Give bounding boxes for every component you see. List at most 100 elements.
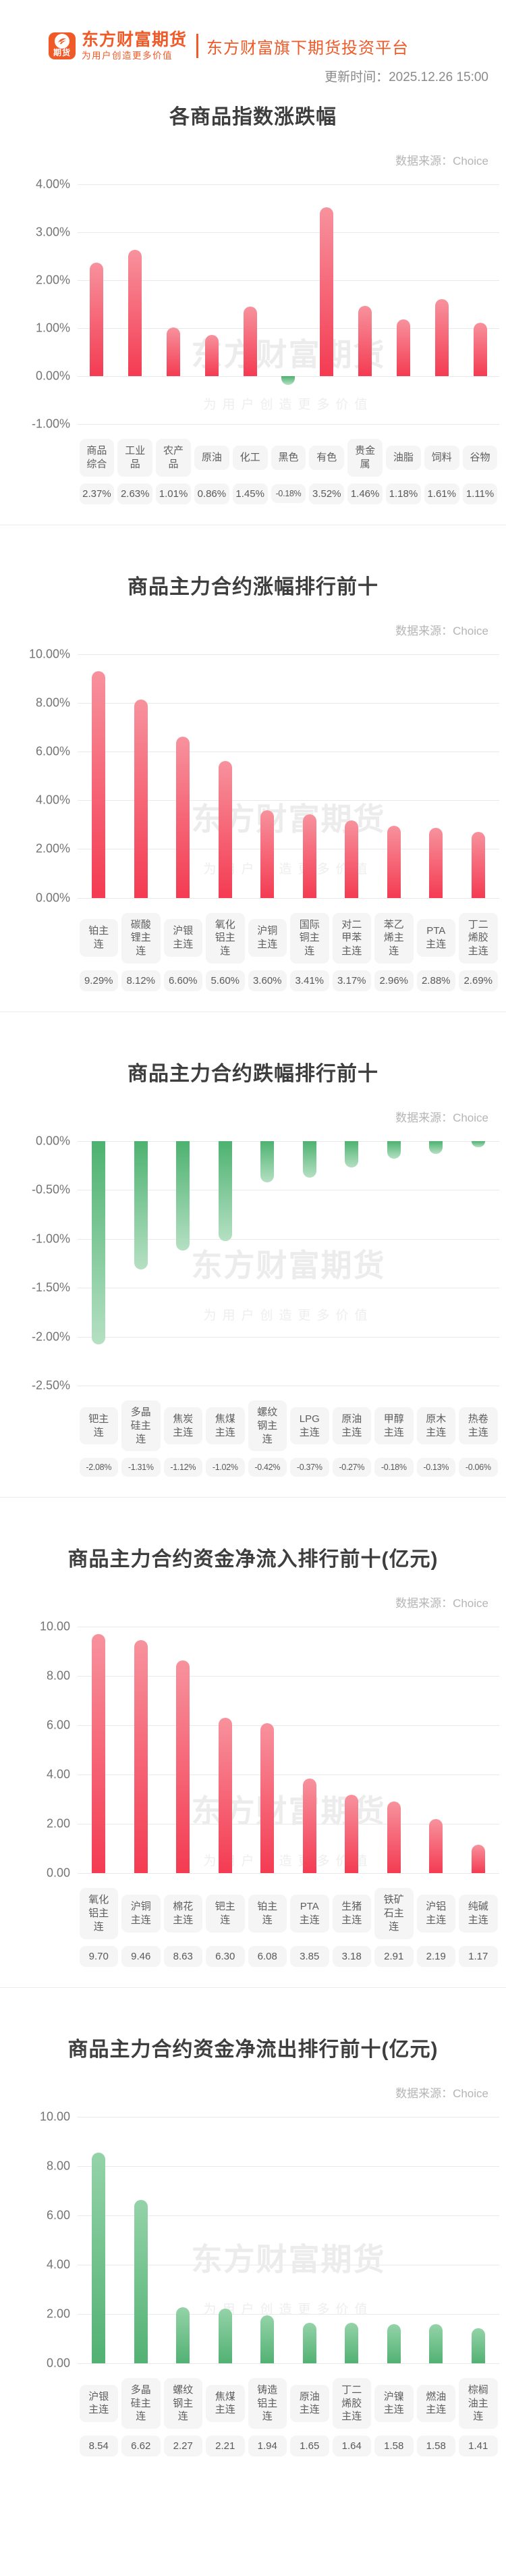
chart-title: 商品主力合约跌幅排行前十 (128, 1062, 378, 1085)
value-label: -0.37% (290, 1458, 329, 1477)
category-label-text: 工业品 (125, 445, 146, 470)
value-label: 6.60% (163, 970, 202, 991)
bar (92, 1634, 106, 1874)
value-label: 2.63% (117, 483, 153, 504)
bar-column (373, 2117, 416, 2363)
gridline (78, 654, 499, 655)
axis-tick-label: 0.00 (46, 2356, 70, 2370)
bar (387, 2324, 401, 2363)
value-cell: 1.65 (289, 2436, 331, 2457)
value-label: 2.96% (374, 970, 414, 991)
gridline (78, 184, 499, 185)
bar (471, 832, 485, 898)
value-cell: 9.29% (78, 970, 120, 991)
axis-tick-label: 0.00% (35, 1134, 70, 1148)
bar-column (120, 1627, 163, 1874)
value-cell: 1.64 (331, 2436, 373, 2457)
value-cell: -1.02% (204, 1458, 247, 1477)
value-cell: 9.46 (120, 1945, 163, 1967)
category-cell: 沪镍主连 (373, 2384, 416, 2423)
data-source-label: 数据来源：Choice (395, 155, 488, 167)
bar (260, 810, 275, 898)
bar-column (415, 1140, 457, 1386)
bar-column (162, 1627, 204, 1874)
bar (387, 1802, 401, 1874)
bar (134, 2200, 148, 2363)
value-label: 0.86% (194, 483, 229, 504)
bar (429, 827, 443, 898)
category-cell: 多晶硅主连 (120, 2377, 163, 2429)
category-label: 原木主连 (416, 1407, 455, 1445)
category-cell: 沪铝主连 (415, 1895, 457, 1933)
category-label-text: 热卷主连 (468, 1413, 488, 1438)
bar-column (289, 1627, 331, 1874)
category-cell: 生猪主连 (331, 1895, 373, 1933)
value-cell: -0.42% (246, 1458, 289, 1477)
brand-tagline: 为用户创造更多价值 (82, 50, 173, 61)
axis-tick-label: -0.50% (31, 1182, 70, 1197)
gridline (78, 702, 499, 704)
category-cell: 铸造铝主连 (246, 2377, 289, 2429)
category-label-text: 碳酸锂主连 (130, 918, 151, 957)
value-cell: 3.52% (308, 483, 346, 504)
value-label: 1.65 (290, 2436, 329, 2457)
category-label: 焦煤主连 (206, 1407, 245, 1445)
bar (302, 1140, 316, 1178)
category-cell: 沪银主连 (78, 2384, 120, 2423)
gridline (78, 897, 499, 899)
category-cell: 铂主连 (78, 919, 120, 957)
bar (218, 1140, 232, 1241)
chart-plot: 10.00 8.00 6.00 4.00 2.00 0.00 东方财富期货 为用户创造更多价值 (40, 1620, 499, 1880)
category-cell: 有色 (308, 445, 346, 470)
value-label: 2.19 (416, 1945, 455, 1967)
value-label: 1.64 (332, 2436, 371, 2457)
category-label-text: 饲料 (431, 451, 452, 463)
axis-tick-label: 2.00 (46, 2307, 70, 2321)
value-cell: -0.27% (331, 1458, 373, 1477)
value-cell: -2.08% (78, 1458, 120, 1477)
category-label: PTA主连 (290, 1895, 329, 1933)
category-label-text: 钯主连 (88, 1413, 109, 1438)
bar-column (346, 184, 385, 424)
bar (471, 2328, 485, 2363)
category-label-row: 氧化铝主连 沪铜主连 棉花主连 钯主连 铂主连 PTA主连 生猪主连 铁矿石主连 沪铝主连 纯碱主… (78, 1888, 499, 1939)
bar-column (204, 654, 247, 898)
bar (345, 820, 359, 898)
category-value-row: 9.70 9.46 8.63 6.30 6.08 3.85 3.18 2.91 2.19 1.17 (78, 1945, 500, 1967)
bar-chart: 10.00 8.00 6.00 4.00 2.00 0.00 东方财富期货 为用户创造更多价值… (0, 2109, 506, 2457)
category-label: 甲醇主连 (374, 1407, 414, 1445)
chart-section-net-outflow: 商品主力合约资金净流出排行前十(亿元) 数据来源：Choice 10.00 8.0… (0, 2032, 506, 2457)
bar-column (289, 654, 331, 898)
category-label-text: 丁二烯胶主连 (341, 2384, 362, 2423)
category-cell: 碳酸锂主连 (120, 912, 163, 964)
value-label: -0.13% (416, 1458, 455, 1477)
bar-column (457, 654, 500, 898)
category-cell: 丁二烯胶主连 (457, 912, 500, 964)
bar-chart: 10.00% 8.00% 6.00% 4.00% 2.00% 0.00% 东方财富期货 为用户… (0, 647, 506, 991)
category-label-text: 沪镍主连 (383, 2390, 404, 2416)
value-label: 1.94 (248, 2436, 287, 2457)
category-label-row: 钯主连 多晶硅主连 焦炭主连 焦煤主连 螺纹钢主连 LPG主连 原油主连 甲醇主连 原木主连 热卷… (78, 1400, 499, 1452)
bar-column (120, 1140, 163, 1386)
category-label-text: 沪铜主连 (257, 925, 278, 951)
category-label-text: 对二甲苯主连 (341, 918, 362, 957)
bar (90, 262, 104, 376)
value-label: 2.27 (163, 2436, 202, 2457)
bar-column (331, 2117, 373, 2363)
bar (396, 319, 410, 376)
axis-tick-label: 2.00 (46, 1816, 70, 1831)
bar (345, 2322, 359, 2363)
bar-column (204, 2117, 247, 2363)
value-cell: 1.17 (457, 1945, 500, 1967)
value-label: -0.42% (248, 1458, 287, 1477)
value-label: -0.18% (271, 484, 306, 504)
category-cell: 国际铜主连 (289, 912, 331, 964)
category-label: 农产品 (156, 439, 191, 477)
bar-column (78, 2117, 120, 2363)
category-label: 原油主连 (290, 2384, 329, 2423)
category-cell: 油脂 (385, 445, 423, 470)
category-label-text: 螺纹钢主连 (173, 2384, 194, 2423)
category-label-text: 农产品 (163, 445, 184, 470)
bar-column (120, 654, 163, 898)
category-label: 饲料 (424, 445, 459, 470)
